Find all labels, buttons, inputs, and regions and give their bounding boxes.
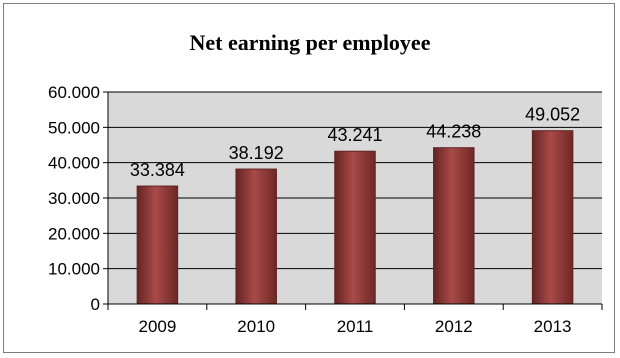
data-label: 44.238 bbox=[426, 122, 481, 142]
bar-2013 bbox=[531, 130, 574, 305]
y-tick-label: 0 bbox=[91, 295, 100, 314]
y-tick-label: 30.000 bbox=[48, 189, 100, 208]
x-tick-label: 2010 bbox=[237, 317, 275, 336]
bar-2012 bbox=[433, 147, 475, 305]
y-tick-label: 20.000 bbox=[48, 224, 100, 243]
data-label: 49.052 bbox=[525, 105, 580, 125]
data-label: 38.192 bbox=[229, 143, 284, 163]
data-label: 33.384 bbox=[130, 160, 185, 180]
bar-2010 bbox=[235, 168, 277, 305]
data-label: 43.241 bbox=[327, 125, 382, 145]
y-tick-label: 10.000 bbox=[48, 260, 100, 279]
bar-2009 bbox=[136, 185, 179, 305]
x-tick-label: 2012 bbox=[435, 317, 473, 336]
y-tick-label: 60.000 bbox=[48, 83, 100, 102]
x-axis: 2009 2010 2011 2012 2013 bbox=[107, 303, 603, 336]
data-labels: 33.384 38.192 43.241 44.238 49.052 bbox=[130, 105, 580, 180]
x-tick-label: 2009 bbox=[138, 317, 176, 336]
x-tick-label: 2011 bbox=[337, 317, 374, 336]
bar-2011 bbox=[334, 150, 376, 305]
x-tick-label: 2013 bbox=[534, 317, 572, 336]
y-tick-label: 40.000 bbox=[48, 154, 100, 173]
y-axis: 0 10.000 20.000 30.000 40.000 50.000 60.000 bbox=[48, 83, 109, 314]
chart-title: Net earning per employee bbox=[189, 30, 431, 55]
y-tick-label: 50.000 bbox=[48, 118, 100, 137]
